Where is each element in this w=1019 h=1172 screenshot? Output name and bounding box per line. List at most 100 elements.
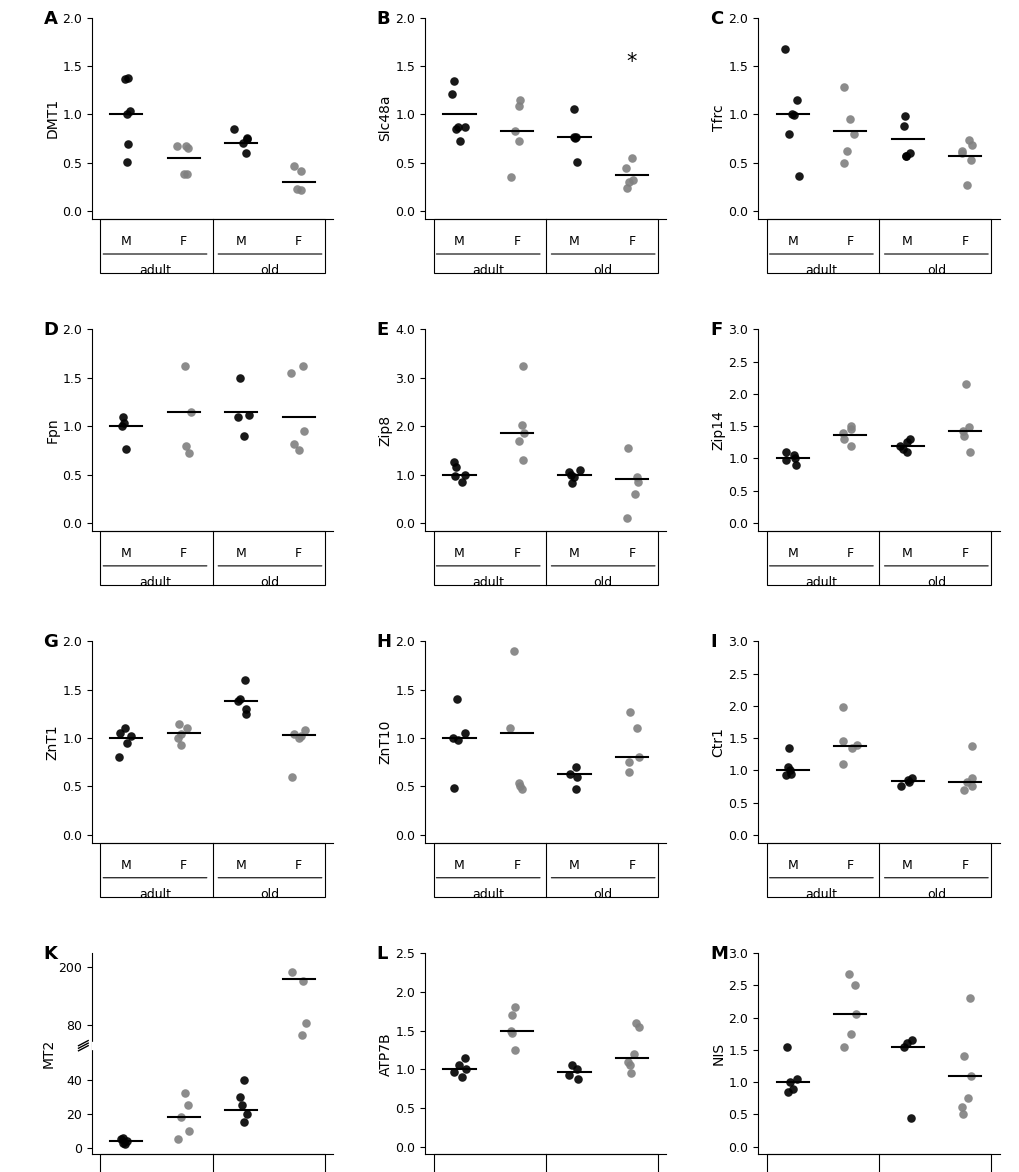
Point xyxy=(294,356,311,375)
Point xyxy=(626,484,642,503)
Point xyxy=(777,450,794,469)
Point xyxy=(623,149,639,168)
Point xyxy=(836,77,852,96)
Point xyxy=(502,168,519,186)
Point xyxy=(458,1059,474,1078)
Text: M: M xyxy=(787,1171,797,1172)
Point xyxy=(842,1024,858,1043)
Text: old: old xyxy=(593,888,612,901)
Point xyxy=(569,1059,585,1078)
Point xyxy=(445,1062,462,1081)
Point xyxy=(177,356,194,375)
Point xyxy=(842,110,858,129)
Point xyxy=(170,1130,186,1149)
Point xyxy=(502,1021,519,1040)
Point xyxy=(177,137,194,156)
Point xyxy=(447,458,464,477)
Point xyxy=(960,418,976,437)
Point xyxy=(619,1052,635,1071)
Point xyxy=(503,1006,520,1024)
Point xyxy=(180,444,197,463)
Point xyxy=(240,406,257,424)
Point xyxy=(283,363,300,382)
Point xyxy=(892,776,908,795)
Point xyxy=(178,436,195,455)
Text: M: M xyxy=(121,859,131,872)
Point xyxy=(846,124,862,143)
Point xyxy=(954,422,970,441)
Point xyxy=(292,727,309,745)
Point xyxy=(236,1070,253,1089)
Point xyxy=(620,438,636,457)
Point xyxy=(895,1037,911,1056)
Point xyxy=(570,1069,586,1088)
Point xyxy=(237,700,254,718)
Point xyxy=(846,976,862,995)
Point xyxy=(955,427,971,445)
Point xyxy=(897,146,913,165)
Point xyxy=(285,156,302,175)
Point xyxy=(844,738,860,757)
Point xyxy=(180,1096,197,1115)
Text: F: F xyxy=(180,547,187,560)
Point xyxy=(511,90,527,109)
Point xyxy=(294,972,311,990)
Point xyxy=(448,690,465,709)
Point xyxy=(618,159,634,178)
Point xyxy=(834,697,850,716)
Point xyxy=(182,402,199,421)
Bar xyxy=(766,531,990,585)
Point xyxy=(568,758,584,777)
Point xyxy=(955,1047,971,1065)
Point xyxy=(559,463,576,482)
Point xyxy=(172,724,189,743)
Bar xyxy=(433,843,657,897)
Point xyxy=(848,735,864,754)
Point xyxy=(843,420,859,438)
Point xyxy=(776,39,793,57)
Text: F: F xyxy=(628,859,635,872)
Point xyxy=(840,965,856,983)
Text: F: F xyxy=(628,234,635,248)
Point xyxy=(779,1083,795,1102)
Text: M: M xyxy=(453,1171,465,1172)
Text: M: M xyxy=(787,859,797,872)
Point xyxy=(953,1097,969,1116)
Text: *: * xyxy=(626,52,637,71)
Point xyxy=(450,1056,467,1075)
Point xyxy=(572,461,588,479)
Point xyxy=(954,1105,970,1124)
Point xyxy=(623,1064,639,1083)
Y-axis label: Tfrc: Tfrc xyxy=(711,104,725,131)
Text: old: old xyxy=(260,888,279,901)
Point xyxy=(630,1017,646,1036)
Bar xyxy=(100,219,324,273)
Point xyxy=(962,1067,978,1085)
Point xyxy=(236,427,253,445)
Point xyxy=(842,436,858,455)
Point xyxy=(963,769,979,788)
Y-axis label: ZnT10: ZnT10 xyxy=(378,720,392,764)
Point xyxy=(782,761,798,779)
Point xyxy=(788,90,804,109)
Point xyxy=(566,128,582,146)
Text: F: F xyxy=(180,859,187,872)
Point xyxy=(511,774,527,792)
Text: adult: adult xyxy=(139,264,171,277)
Y-axis label: DMT1: DMT1 xyxy=(45,98,59,138)
Point xyxy=(631,748,647,766)
Point xyxy=(960,131,976,150)
Text: adult: adult xyxy=(805,575,837,590)
Point xyxy=(961,443,977,462)
Text: adult: adult xyxy=(805,888,837,901)
Point xyxy=(791,166,807,185)
Point xyxy=(777,443,794,462)
Point xyxy=(226,120,243,138)
Point xyxy=(895,440,911,458)
Point xyxy=(180,1122,197,1140)
Point xyxy=(297,721,313,740)
Text: F: F xyxy=(513,547,520,560)
Point xyxy=(501,718,518,737)
Point xyxy=(238,130,255,149)
Point xyxy=(514,779,530,798)
